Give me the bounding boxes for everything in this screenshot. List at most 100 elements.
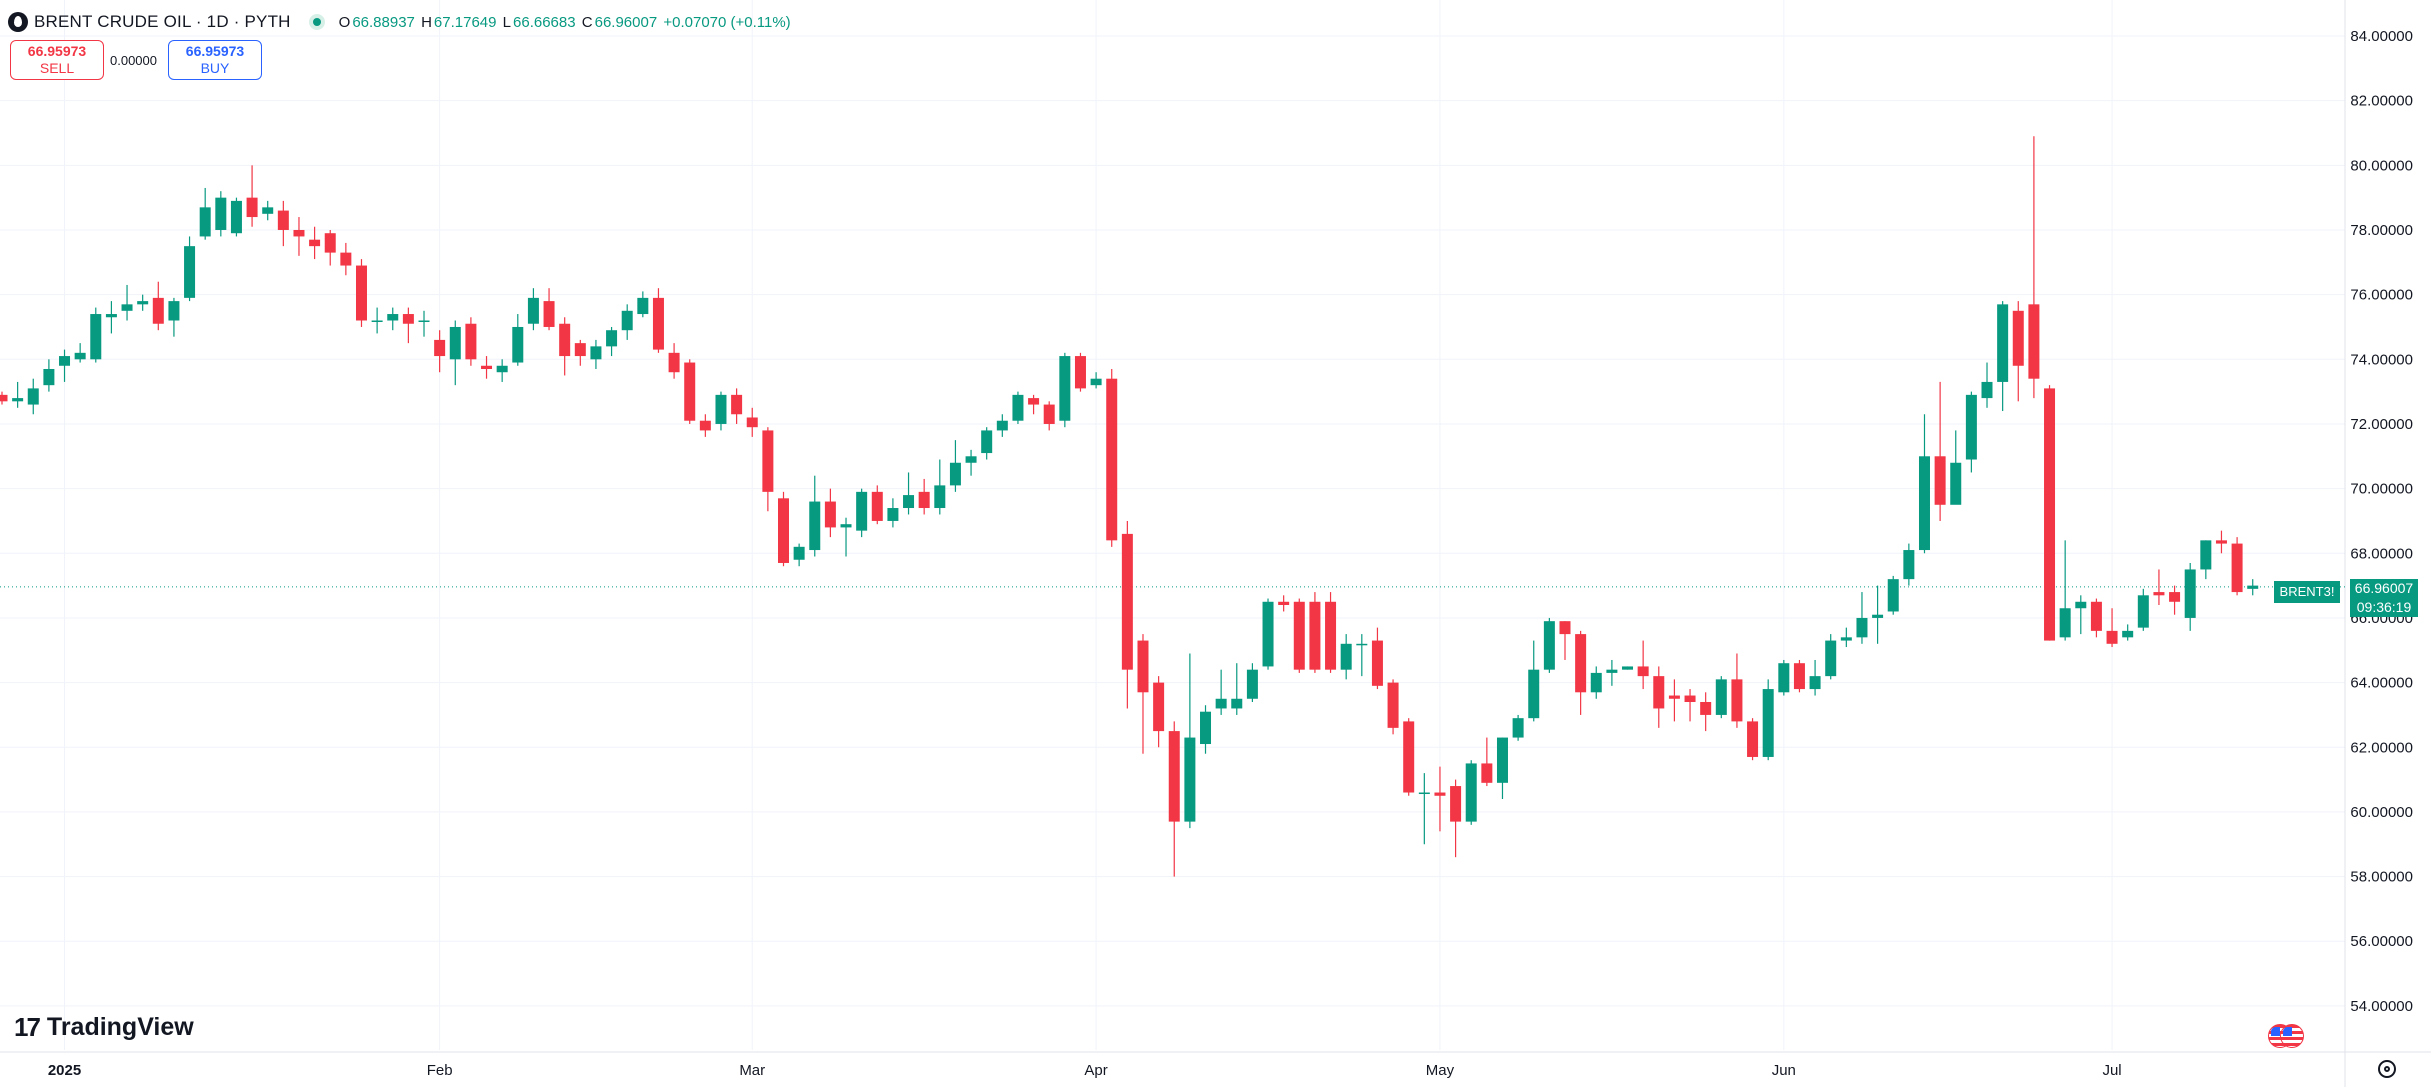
open-label: O [338,13,351,31]
y-tick-label: 82.00000 [2350,93,2413,110]
candle-body-down [309,239,321,247]
candle-body-down [1153,682,1165,732]
candle-body-down [2106,630,2118,644]
candle-body-up [12,398,24,402]
candle-body-down [1575,634,1587,693]
y-tick-label: 58.00000 [2350,869,2413,886]
sell-button[interactable]: 66.95973 SELL [10,40,104,80]
candle-body-up [2059,608,2071,638]
candle-body-down [918,491,930,509]
candle-body-down [2012,310,2024,366]
candle-body-up [168,301,180,321]
y-tick-label: 76.00000 [2350,287,2413,304]
candle-body-up [793,546,805,560]
x-tick-label: Jun [1772,1062,1796,1079]
candle-body-down [1700,701,1712,715]
candle-body-up [637,297,649,315]
candle-body-down [1403,721,1415,793]
candle-body-down [699,420,711,431]
candle-body-up [2200,540,2212,570]
last-price-tag: 66.96007 09:36:19 [2350,578,2418,617]
candle-body-down [1325,601,1337,670]
bar-countdown: 09:36:19 [2356,598,2412,615]
candle-body-up [965,456,977,463]
candle-body-down [1637,666,1649,677]
candle-body-up [137,301,149,305]
candle-body-down [1106,378,1118,541]
candle-body-down [1137,640,1149,693]
buy-label: BUY [200,60,230,76]
candle-body-down [1168,731,1180,822]
candle-body-down [1559,621,1571,635]
candle-body-up [1715,679,1727,715]
y-tick-label: 68.00000 [2350,545,2413,562]
settings-gear-icon[interactable] [2378,1060,2396,1078]
candle-body-up [418,320,430,323]
y-tick-label: 56.00000 [2350,933,2413,950]
change-value: +0.07070 (+0.11%) [663,13,791,31]
candle-body-down [1028,398,1040,405]
candle-body-up [1356,643,1368,646]
candle-body-down [1293,601,1305,670]
candle-body-down [2044,388,2056,641]
us-flag-icon[interactable] [2268,1024,2308,1050]
candle-body-down [277,210,289,230]
buy-button[interactable]: 66.95973 BUY [168,40,262,80]
candle-body-down [324,233,336,253]
candle-body-down [2090,601,2102,631]
candle-body-down [574,343,586,357]
candle-body-down [1793,663,1805,690]
candle-body-down [762,430,774,492]
candle-body-up [1512,718,1524,738]
candle-body-down [1450,786,1462,822]
candle-body-up [715,394,727,424]
candle-body-down [652,297,664,350]
candle-body-down [1309,601,1321,670]
y-tick-label: 84.00000 [2350,28,2413,45]
candle-body-up [1606,669,1618,673]
candle-body-down [1653,676,1665,709]
candle-body-up [981,430,993,454]
open-value: 66.88937 [352,13,415,31]
candle-body-up [1856,617,1868,638]
high-label: H [421,13,432,31]
market-open-icon [308,14,325,30]
candle-body-up [449,326,461,360]
candle-body-up [1825,640,1837,677]
candle-body-up [1215,698,1227,709]
candle-body-up [105,314,117,318]
spread-value: 0.00000 [110,53,157,68]
candle-body-up [1887,579,1899,612]
candle-body-down [1278,601,1290,606]
candle-body-down [668,352,680,373]
candle-body-up [1200,711,1212,745]
candle-body-up [1090,378,1102,386]
candle-body-down [2153,592,2165,596]
candle-body-up [606,330,618,347]
y-tick-label: 80.00000 [2350,157,2413,174]
candle-body-up [1997,304,2009,382]
candle-body-down [559,323,571,357]
candle-body-up [903,495,915,509]
candle-body-up [856,491,868,531]
low-label: L [502,13,512,31]
candle-body-up [840,524,852,528]
y-tick-label: 78.00000 [2350,222,2413,239]
close-label: C [581,13,593,31]
candle-body-down [1684,695,1696,702]
candle-body-up [2137,595,2149,628]
candle-body-up [1528,669,1540,719]
symbol-title[interactable]: BRENT CRUDE OIL · 1D · PYTH [34,12,291,31]
candle-body-up [1622,666,1634,670]
candle-body-down [2231,543,2243,593]
candle-body-up [621,310,633,331]
candle-body-down [731,394,743,415]
candle-body-up [371,320,383,323]
pyth-source-icon [8,12,28,32]
tradingview-logo[interactable]: 17 TradingView [14,1012,194,1043]
candle-body-down [434,339,446,357]
candle-body-up [184,246,196,298]
candle-body-up [1762,689,1774,757]
